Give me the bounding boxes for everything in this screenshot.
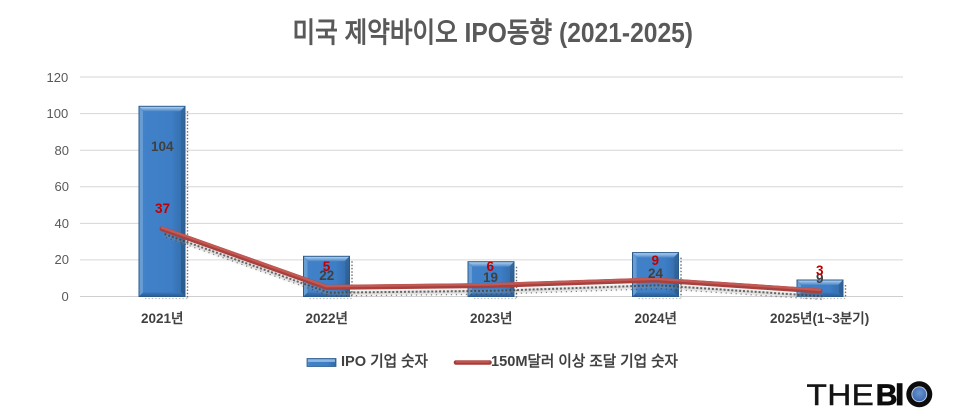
svg-text:B: B bbox=[876, 379, 898, 412]
svg-text:THE: THE bbox=[806, 379, 874, 412]
